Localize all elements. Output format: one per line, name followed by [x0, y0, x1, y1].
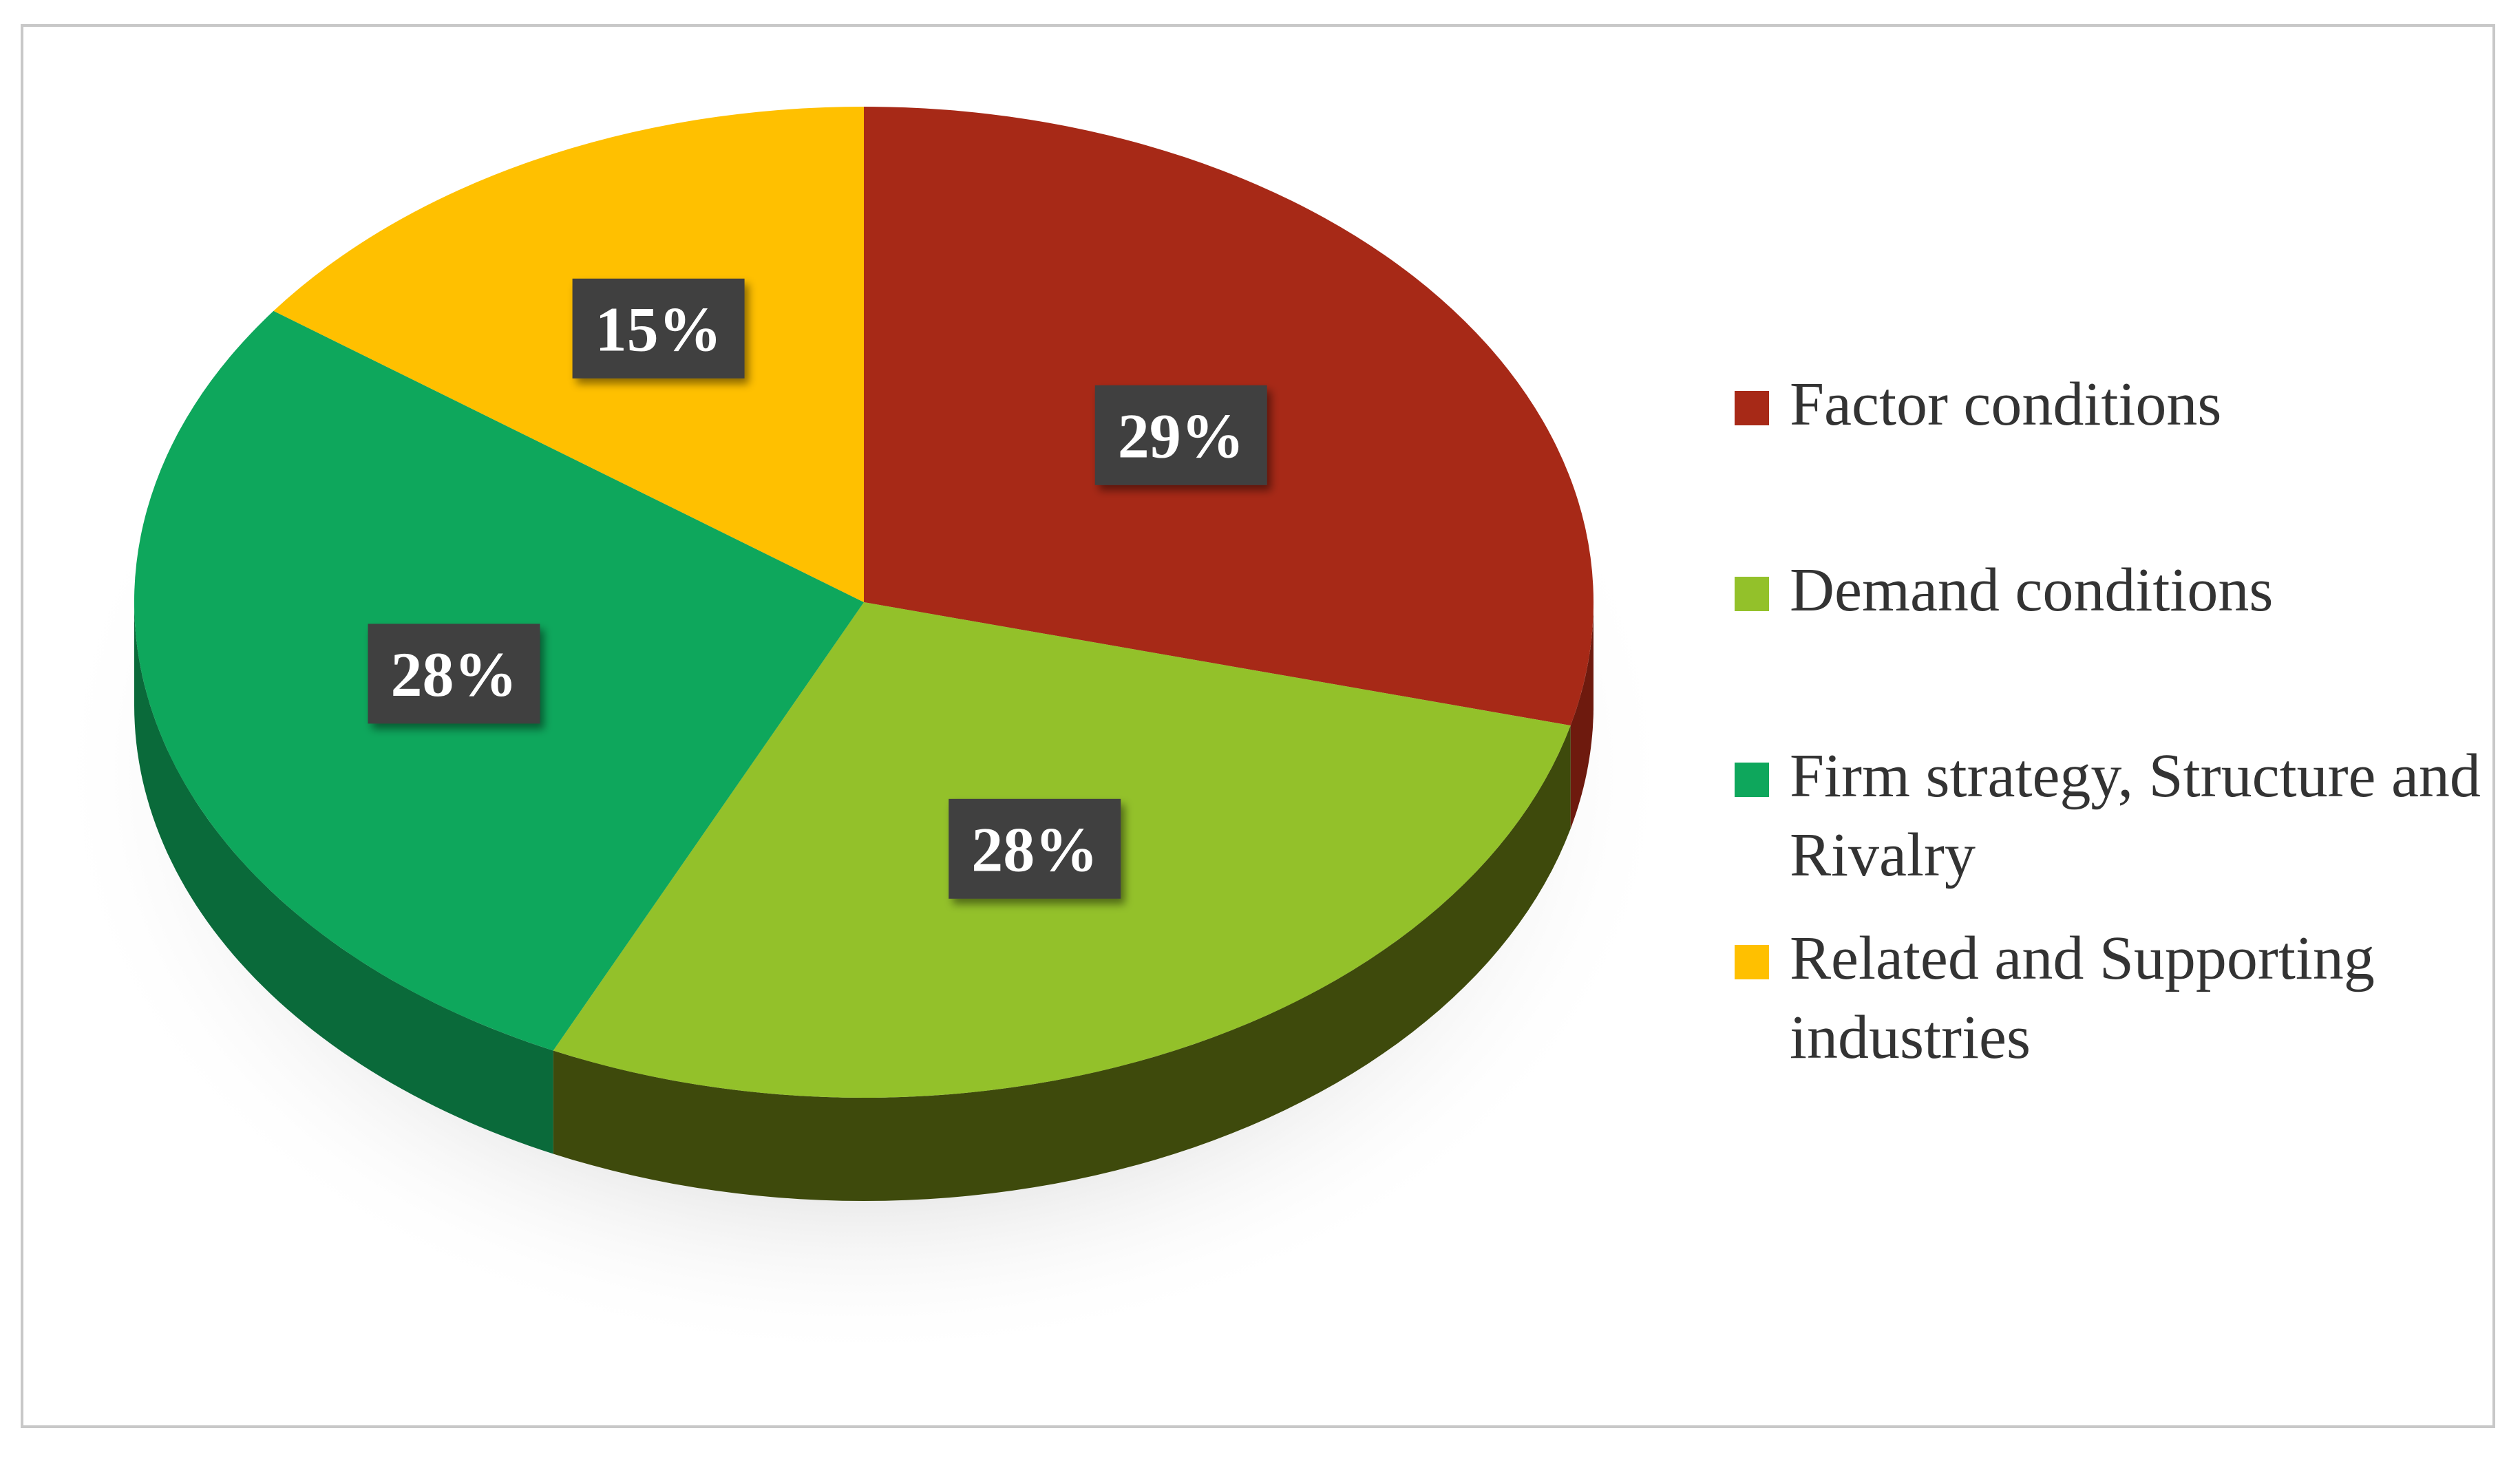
legend-swatch	[1735, 945, 1769, 979]
data-label-related-and-supporting-industries: 15%	[572, 278, 745, 379]
data-label-text: 28%	[391, 639, 518, 710]
data-label-text: 28%	[971, 814, 1098, 884]
legend-swatch	[1735, 391, 1769, 425]
data-label-text: 15%	[595, 294, 722, 364]
pie-slices	[134, 107, 1594, 1098]
legend-label: Factor conditions	[1790, 370, 2222, 438]
legend: Factor conditions Demand conditions Firm…	[1714, 365, 2485, 1077]
pie-side-firm-strategy-structure-and-rivalry	[134, 602, 553, 1154]
legend-label: Related and Supporting industries	[1790, 924, 2375, 1072]
data-label-box	[1094, 385, 1267, 485]
pie-data-labels: 29% 28% 28% 15%	[368, 278, 1267, 899]
data-label-box	[572, 278, 745, 379]
legend-label: Demand conditions	[1790, 556, 2274, 624]
legend-label: Firm strategy, Structure and Rivalry	[1790, 742, 2481, 889]
legend-item-related-supporting: Related and Supporting industries	[1714, 919, 2485, 1077]
legend-swatch	[1735, 577, 1769, 611]
legend-swatch	[1735, 763, 1769, 797]
pie-slice-related-and-supporting-industries	[273, 107, 864, 602]
legend-item-firm-strategy: Firm strategy, Structure and Rivalry	[1714, 736, 2485, 895]
data-label-box	[949, 798, 1121, 899]
data-label-text: 29%	[1118, 401, 1245, 471]
legend-item-demand-conditions: Demand conditions	[1714, 551, 2485, 630]
data-label-demand-conditions: 28%	[949, 798, 1121, 899]
legend-item-factor-conditions: Factor conditions	[1714, 365, 2485, 444]
pie-sides	[134, 602, 1593, 1201]
data-label-firm-strategy-structure-and-rivalry: 28%	[368, 624, 540, 724]
data-label-box	[368, 624, 540, 724]
data-label-factor-conditions: 29%	[1094, 385, 1267, 485]
pie-side-demand-conditions	[553, 725, 1571, 1201]
pie-side-factor-conditions	[1570, 602, 1593, 829]
